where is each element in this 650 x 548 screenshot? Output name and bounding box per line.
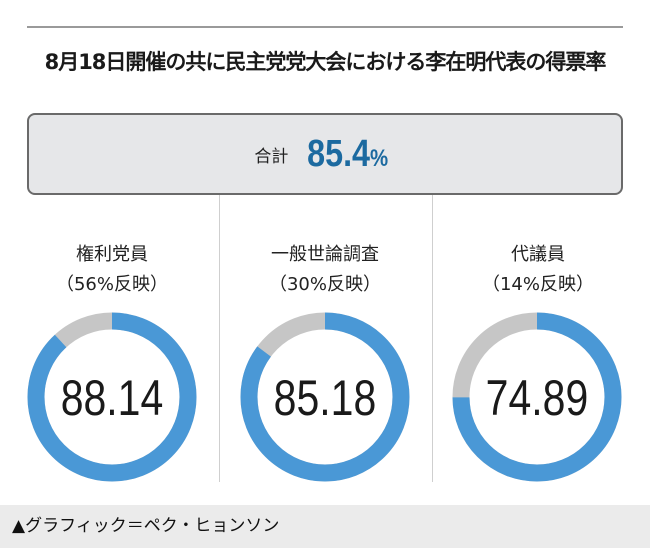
series-name: 権利党員 [76, 244, 148, 265]
total-number: 85.4 [307, 132, 371, 175]
donut-2: 74.89 [452, 312, 622, 482]
series-weight: （56%反映） [55, 274, 168, 295]
total-box: 合計 85.4% [27, 113, 623, 195]
chart-title: 8月18日開催の共に民主党党大会における李在明代表の得票率 [44, 50, 607, 74]
donut-charts: 88.14 85.18 74.89 [27, 312, 622, 482]
donut-value-arc [452, 312, 622, 482]
column-label: 代議員 （14%反映） [432, 240, 644, 300]
total-label: 合計 [254, 146, 289, 167]
series-weight: （14%反映） [481, 274, 594, 295]
column-divider [432, 195, 433, 482]
series-name: 一般世論調査 [271, 244, 379, 265]
total-value: 85.4% [307, 133, 388, 176]
series-weight: （30%反映） [268, 274, 381, 295]
column-label: 権利党員 （56%反映） [6, 240, 218, 300]
total-unit: % [370, 144, 389, 172]
series-name: 代議員 [511, 244, 565, 265]
column-label: 一般世論調査 （30%反映） [219, 240, 431, 300]
donut-value-label: 85.18 [274, 370, 377, 426]
donut-value-label: 88.14 [61, 370, 164, 426]
column-divider [219, 195, 220, 482]
donut-value-label: 74.89 [486, 370, 589, 426]
donut-1: 85.18 [240, 312, 410, 482]
donut-0: 88.14 [27, 312, 197, 482]
credit-footer: ▲グラフィック＝ペク・ヒョンソン [0, 505, 650, 548]
top-rule [27, 26, 623, 28]
donut-value-arc [240, 312, 410, 482]
donut-value-arc [27, 312, 197, 482]
